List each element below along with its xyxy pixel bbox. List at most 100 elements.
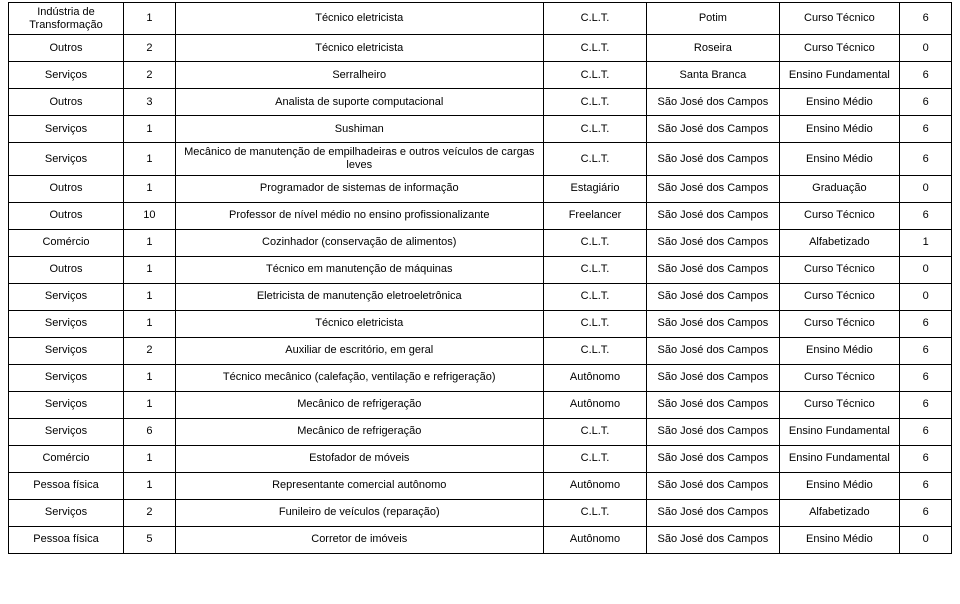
cell-city: Roseira [647, 35, 779, 62]
cell-city: Potim [647, 3, 779, 35]
cell-contract: C.L.T. [543, 283, 647, 310]
cell-role: Programador de sistemas de informação [175, 175, 543, 202]
cell-role: Eletricista de manutenção eletroeletrôni… [175, 283, 543, 310]
cell-contract: Freelancer [543, 202, 647, 229]
cell-city: São José dos Campos [647, 256, 779, 283]
cell-last: 1 [900, 229, 952, 256]
cell-qty: 1 [124, 283, 176, 310]
cell-qty: 6 [124, 418, 176, 445]
table-row: Outros1Programador de sistemas de inform… [9, 175, 952, 202]
cell-education: Curso Técnico [779, 283, 900, 310]
table-row: Comércio1Cozinhador (conservação de alim… [9, 229, 952, 256]
cell-education: Curso Técnico [779, 202, 900, 229]
cell-education: Curso Técnico [779, 3, 900, 35]
cell-qty: 1 [124, 364, 176, 391]
cell-sector: Serviços [9, 418, 124, 445]
cell-sector: Serviços [9, 499, 124, 526]
table-row: Serviços6Mecânico de refrigeraçãoC.L.T.S… [9, 418, 952, 445]
cell-qty: 2 [124, 337, 176, 364]
cell-contract: C.L.T. [543, 310, 647, 337]
table-row: Serviços1Mecânico de refrigeraçãoAutônom… [9, 391, 952, 418]
cell-qty: 1 [124, 445, 176, 472]
cell-last: 6 [900, 445, 952, 472]
cell-qty: 3 [124, 89, 176, 116]
cell-sector: Outros [9, 175, 124, 202]
cell-role: Técnico eletricista [175, 310, 543, 337]
cell-last: 6 [900, 3, 952, 35]
cell-education: Ensino Médio [779, 526, 900, 553]
cell-last: 6 [900, 310, 952, 337]
cell-sector: Serviços [9, 143, 124, 175]
cell-role: Mecânico de refrigeração [175, 391, 543, 418]
table-row: Indústria de Transformação1Técnico eletr… [9, 3, 952, 35]
cell-city: São José dos Campos [647, 229, 779, 256]
cell-role: Analista de suporte computacional [175, 89, 543, 116]
jobs-table: Indústria de Transformação1Técnico eletr… [8, 2, 952, 554]
cell-sector: Serviços [9, 116, 124, 143]
cell-education: Ensino Médio [779, 143, 900, 175]
cell-role: Corretor de imóveis [175, 526, 543, 553]
table-row: Serviços2Auxiliar de escritório, em gera… [9, 337, 952, 364]
cell-sector: Comércio [9, 445, 124, 472]
cell-city: São José dos Campos [647, 526, 779, 553]
cell-qty: 1 [124, 229, 176, 256]
cell-qty: 1 [124, 116, 176, 143]
cell-contract: C.L.T. [543, 229, 647, 256]
cell-role: Sushiman [175, 116, 543, 143]
cell-role: Auxiliar de escritório, em geral [175, 337, 543, 364]
cell-city: São José dos Campos [647, 202, 779, 229]
cell-education: Curso Técnico [779, 310, 900, 337]
cell-education: Graduação [779, 175, 900, 202]
cell-city: São José dos Campos [647, 337, 779, 364]
cell-sector: Pessoa física [9, 472, 124, 499]
table-row: Serviços2SerralheiroC.L.T.Santa BrancaEn… [9, 62, 952, 89]
cell-last: 0 [900, 256, 952, 283]
cell-qty: 1 [124, 391, 176, 418]
cell-contract: C.L.T. [543, 418, 647, 445]
table-row: Serviços1Técnico eletricistaC.L.T.São Jo… [9, 310, 952, 337]
table-row: Pessoa física5Corretor de imóveisAutônom… [9, 526, 952, 553]
cell-contract: Autônomo [543, 472, 647, 499]
cell-last: 6 [900, 499, 952, 526]
cell-contract: C.L.T. [543, 3, 647, 35]
cell-last: 6 [900, 391, 952, 418]
cell-qty: 1 [124, 3, 176, 35]
cell-last: 6 [900, 364, 952, 391]
cell-qty: 2 [124, 35, 176, 62]
cell-role: Mecânico de refrigeração [175, 418, 543, 445]
cell-sector: Serviços [9, 364, 124, 391]
table-row: Outros1Técnico em manutenção de máquinas… [9, 256, 952, 283]
cell-last: 0 [900, 175, 952, 202]
cell-sector: Serviços [9, 310, 124, 337]
cell-contract: Autônomo [543, 364, 647, 391]
cell-contract: C.L.T. [543, 62, 647, 89]
cell-contract: C.L.T. [543, 337, 647, 364]
table-row: Outros2Técnico eletricistaC.L.T.RoseiraC… [9, 35, 952, 62]
cell-city: São José dos Campos [647, 472, 779, 499]
cell-sector: Outros [9, 202, 124, 229]
cell-contract: C.L.T. [543, 256, 647, 283]
cell-qty: 1 [124, 472, 176, 499]
cell-role: Professor de nível médio no ensino profi… [175, 202, 543, 229]
table-row: Serviços1Mecânico de manutenção de empil… [9, 143, 952, 175]
cell-sector: Indústria de Transformação [9, 3, 124, 35]
cell-last: 6 [900, 89, 952, 116]
cell-city: São José dos Campos [647, 310, 779, 337]
cell-qty: 5 [124, 526, 176, 553]
cell-sector: Outros [9, 35, 124, 62]
cell-last: 6 [900, 472, 952, 499]
cell-city: São José dos Campos [647, 143, 779, 175]
cell-education: Ensino Médio [779, 89, 900, 116]
cell-contract: Autônomo [543, 526, 647, 553]
table-row: Comércio1Estofador de móveisC.L.T.São Jo… [9, 445, 952, 472]
cell-education: Ensino Fundamental [779, 62, 900, 89]
table-row: Outros10Professor de nível médio no ensi… [9, 202, 952, 229]
cell-education: Alfabetizado [779, 499, 900, 526]
cell-education: Ensino Médio [779, 472, 900, 499]
cell-contract: Autônomo [543, 391, 647, 418]
cell-education: Curso Técnico [779, 256, 900, 283]
cell-role: Serralheiro [175, 62, 543, 89]
cell-education: Curso Técnico [779, 35, 900, 62]
cell-education: Ensino Médio [779, 337, 900, 364]
cell-sector: Serviços [9, 337, 124, 364]
